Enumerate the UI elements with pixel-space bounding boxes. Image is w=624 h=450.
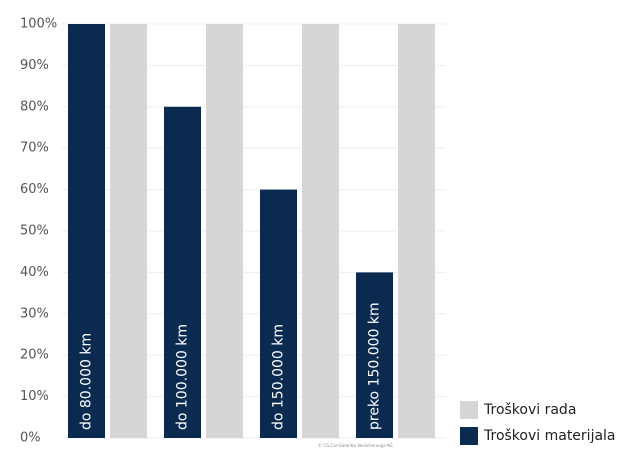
bar	[110, 24, 147, 438]
y-tick-label: 30%	[20, 306, 49, 321]
category-label: do 80.000 km	[79, 333, 95, 430]
y-tick-label: 70%	[20, 141, 49, 156]
y-tick-label: 10%	[20, 389, 49, 404]
y-tick-label: 50%	[20, 224, 49, 239]
legend-label: Troškovi materijala	[483, 428, 616, 444]
y-tick-label: 80%	[20, 99, 49, 114]
category-label: do 150.000 km	[271, 324, 287, 430]
category-label: do 100.000 km	[175, 324, 191, 430]
legend-swatch	[460, 401, 478, 419]
bar	[398, 24, 435, 438]
y-tick-label: 40%	[20, 265, 49, 280]
y-tick-label: 0%	[20, 431, 41, 446]
legend-swatch	[460, 427, 478, 445]
y-tick-label: 20%	[20, 348, 49, 363]
legend-label: Troškovi rada	[483, 402, 576, 418]
category-label: preko 150.000 km	[367, 302, 383, 430]
bar	[68, 24, 105, 438]
y-tick-label: 60%	[20, 182, 49, 197]
bar	[164, 106, 201, 439]
y-tick-label: 90%	[20, 58, 49, 73]
bar	[206, 24, 243, 438]
bar	[302, 24, 339, 438]
bar	[260, 189, 297, 438]
y-tick-label: 100%	[20, 17, 57, 32]
bar	[356, 272, 393, 438]
source-note: © CG Car-Garantie Versicherungs-AG	[318, 443, 393, 448]
